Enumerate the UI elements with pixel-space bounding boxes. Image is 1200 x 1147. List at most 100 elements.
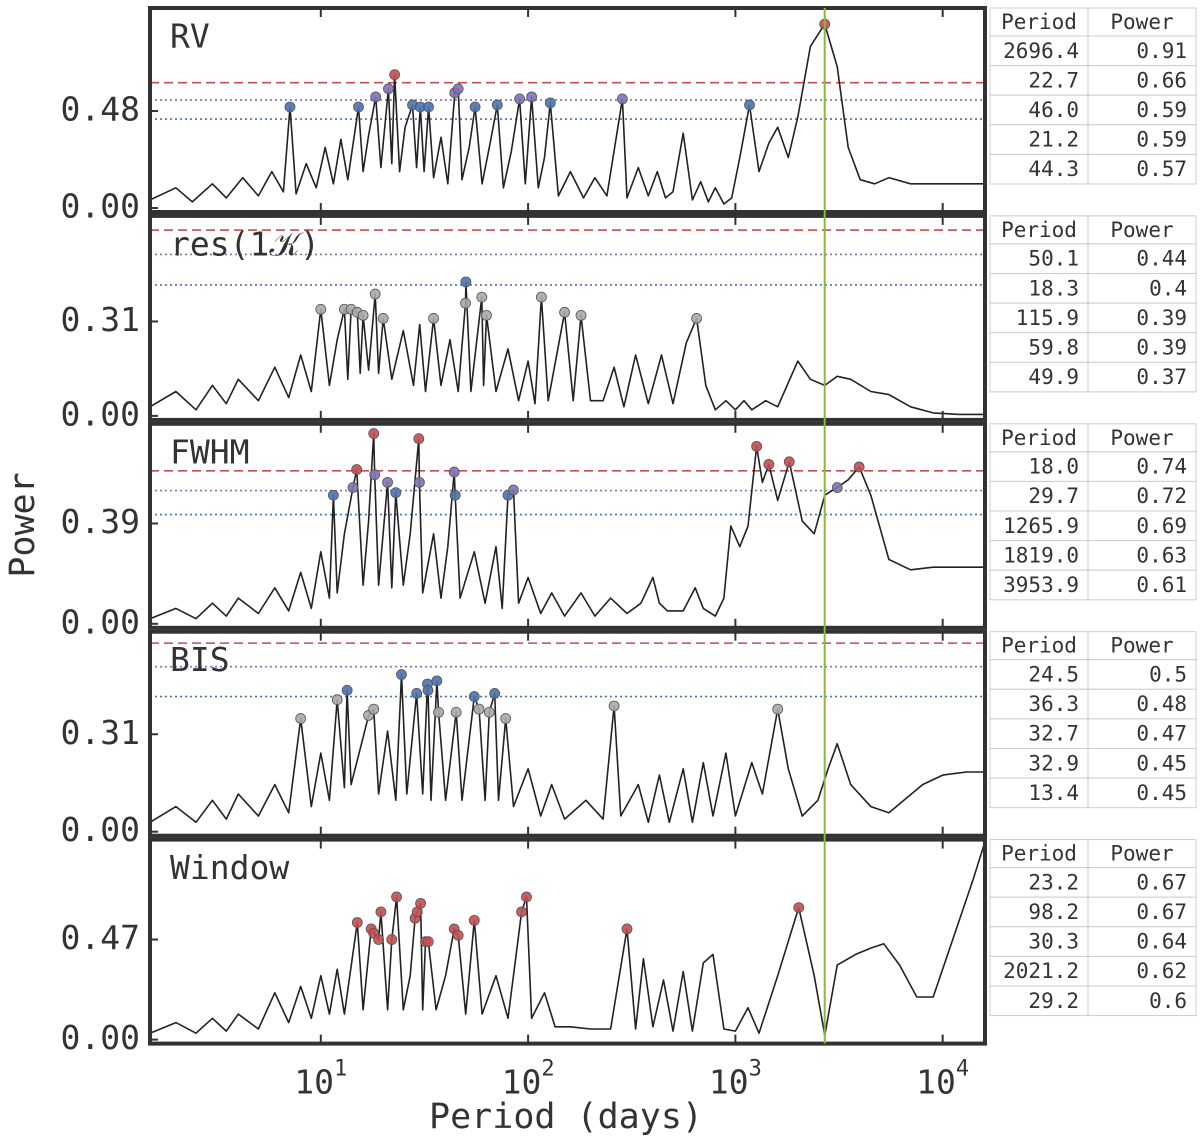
peak-marker: [468, 914, 480, 926]
peak-marker: [428, 313, 439, 324]
table-header: Period: [1001, 218, 1077, 242]
peak-marker: [473, 703, 485, 715]
peak-marker: [608, 700, 620, 712]
table-value: 98.2: [1028, 900, 1079, 924]
x-tick-base: 10: [916, 1062, 956, 1101]
peak-marker: [831, 482, 843, 493]
table-cell: [1087, 688, 1197, 720]
x-tick-exponent: 4: [956, 1057, 969, 1082]
peak-marker: [391, 891, 402, 903]
table-cell: [1087, 423, 1197, 453]
peak-marker: [559, 306, 570, 318]
table-value: 30.3: [1028, 930, 1079, 954]
peak-marker: [368, 428, 380, 439]
y-tick-label: 0.00: [61, 1018, 140, 1057]
peak-marker: [382, 476, 393, 488]
table-cell: [1087, 7, 1197, 37]
table-cell: [1087, 124, 1197, 155]
periodogram-line: [150, 432, 985, 620]
y-tick-label: 0.48: [61, 90, 140, 129]
panel-title: FWHM: [170, 432, 249, 471]
periodogram-line: [150, 281, 985, 416]
table-value: 0.69: [1136, 514, 1187, 538]
table-header: Power: [1110, 10, 1173, 34]
peak-marker: [469, 101, 481, 113]
table-value: 59.8: [1028, 336, 1079, 360]
table-header: Power: [1110, 426, 1173, 450]
x-tick-base: 10: [709, 1062, 749, 1101]
y-axis-label: Power: [3, 472, 43, 577]
y-tick-label: 0.47: [61, 918, 140, 957]
table-cell: [989, 718, 1089, 750]
panel-frame: [148, 421, 987, 630]
table-cell: [1087, 985, 1197, 1017]
table-value: 115.9: [1016, 306, 1079, 330]
y-tick-label: 0.31: [61, 713, 140, 752]
table-cell: [1087, 839, 1197, 869]
table-value: 0.91: [1136, 39, 1187, 63]
peak-marker: [370, 91, 382, 103]
y-tick-label: 0.31: [61, 300, 140, 339]
peak-marker: [375, 906, 387, 918]
panel-frame: [148, 837, 987, 1046]
peak-marker: [763, 458, 775, 470]
peak-marker: [331, 694, 343, 706]
table-value: 0.5: [1149, 663, 1187, 687]
table-value: 0.67: [1136, 870, 1187, 894]
y-tick-label: 0.00: [61, 810, 140, 849]
panel-title: RV: [170, 17, 210, 56]
table-value: 0.4: [1149, 276, 1187, 300]
peak-marker: [373, 934, 384, 945]
table-value: 1819.0: [1003, 543, 1079, 567]
peak-marker: [575, 309, 587, 321]
peak-marker: [413, 433, 425, 445]
table-cell: [989, 569, 1089, 601]
peak-marker: [450, 706, 462, 718]
table-value: 21.2: [1028, 128, 1079, 152]
table-value: 2696.4: [1003, 39, 1079, 63]
peak-marker: [411, 688, 423, 699]
peak-marker: [423, 101, 434, 113]
peak-marker: [448, 466, 460, 478]
peak-marker: [772, 703, 784, 715]
peak-marker: [526, 91, 538, 103]
table-value: 18.3: [1028, 276, 1079, 300]
table-cell: [989, 631, 1089, 661]
table-value: 0.47: [1136, 722, 1187, 746]
table-value: 0.72: [1136, 484, 1187, 508]
panel-title: res(1𝒦): [170, 224, 320, 263]
table-value: 29.7: [1028, 484, 1079, 508]
peak-marker: [431, 675, 443, 687]
table-header: Period: [1001, 10, 1077, 34]
table-value: 0.39: [1136, 336, 1187, 360]
x-tick-label: 101: [294, 1057, 347, 1102]
peak-marker: [347, 482, 359, 493]
peak-marker: [489, 688, 501, 699]
peak-marker: [357, 309, 369, 321]
table-value: 0.6: [1149, 989, 1187, 1013]
peak-marker: [452, 929, 464, 941]
table-cell: [989, 65, 1089, 96]
table-cell: [989, 659, 1089, 690]
peak-marker: [468, 691, 480, 702]
table-cell: [989, 777, 1089, 809]
table-value: 23.2: [1028, 870, 1079, 894]
peak-marker: [351, 464, 363, 475]
table-cell: [989, 7, 1089, 37]
peak-marker: [422, 684, 434, 696]
table-cell: [1087, 361, 1197, 393]
table-value: 29.2: [1028, 989, 1079, 1013]
peak-marker: [341, 684, 353, 696]
panel-title: Window: [170, 848, 289, 887]
table-value: 2021.2: [1003, 959, 1079, 983]
peak-marker: [521, 891, 532, 903]
table-cell: [989, 839, 1089, 869]
peak-marker: [621, 923, 633, 935]
peak-marker: [544, 97, 556, 109]
table-value: 18.0: [1028, 455, 1079, 479]
table-cell: [989, 302, 1089, 334]
table-value: 0.74: [1136, 455, 1187, 479]
table-value: 0.39: [1136, 306, 1187, 330]
y-tick-label: 0.39: [61, 502, 140, 541]
peak-marker: [483, 706, 495, 718]
